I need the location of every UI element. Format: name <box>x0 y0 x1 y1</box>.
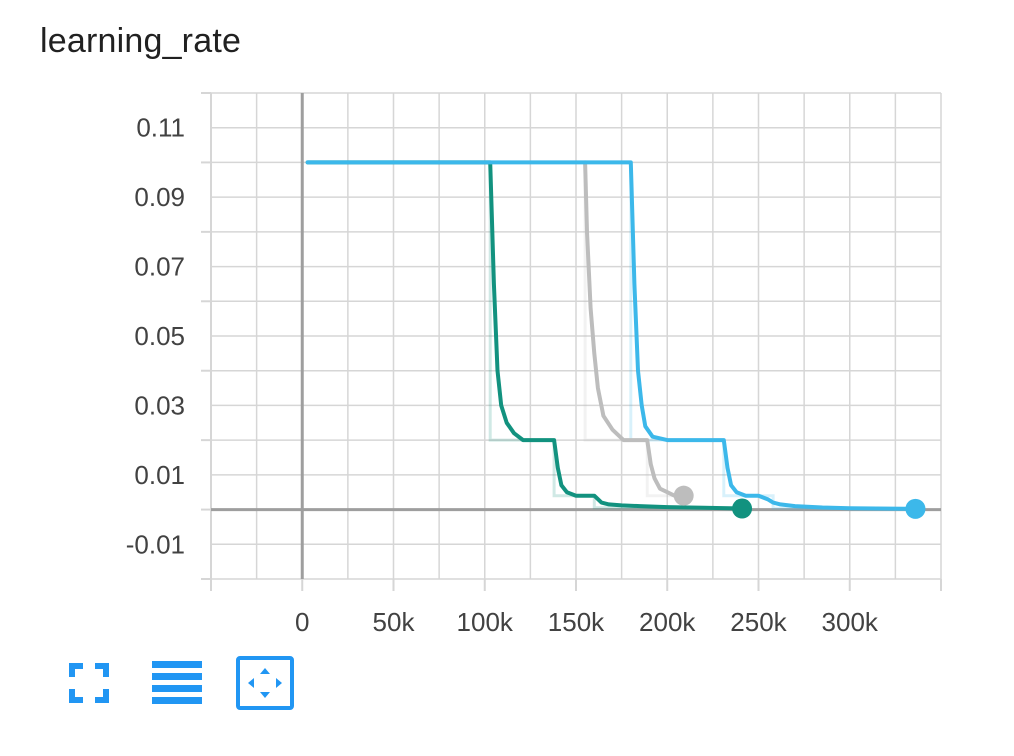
y-tick-label: 0.05 <box>134 321 185 351</box>
learning-rate-chart[interactable]: -0.01 0.01 0.03 0.05 0.07 0.09 0.11 0 50k 100k 150… <box>0 0 1014 640</box>
series-2-line <box>305 160 918 511</box>
x-tick-label: 150k <box>548 607 605 637</box>
y-tick-label: 0.11 <box>136 113 185 143</box>
x-tick-label: 0 <box>295 607 309 637</box>
fullscreen-icon <box>69 663 109 703</box>
x-tick-label: 100k <box>457 607 514 637</box>
series-0-raw-line <box>307 160 743 510</box>
y-tick-label: 0.01 <box>134 460 185 490</box>
fit-domain-button[interactable] <box>236 656 294 710</box>
x-tick-label: 300k <box>822 607 879 637</box>
series-2-end-marker <box>905 498 926 519</box>
y-tick-label: -0.01 <box>126 529 185 559</box>
x-tick-label: 250k <box>730 607 787 637</box>
series-0-line <box>305 160 745 511</box>
y-tick-label: 0.03 <box>134 390 185 420</box>
fit-domain-icon <box>248 668 282 698</box>
tick-label-layer: -0.01 0.01 0.03 0.05 0.07 0.09 0.11 0 50k 100k 150… <box>126 113 879 637</box>
series-0-end-marker <box>732 498 753 519</box>
lines-menu-icon <box>152 661 202 704</box>
x-tick-label: 200k <box>639 607 696 637</box>
series-layer <box>305 160 918 511</box>
series-1-end-marker <box>673 485 694 506</box>
x-tick-label: 50k <box>373 607 416 637</box>
y-tick-label: 0.07 <box>134 252 185 282</box>
chart-toolbar <box>60 656 294 710</box>
toggle-lines-button[interactable] <box>148 656 206 710</box>
marker-layer <box>673 485 926 519</box>
series-1-line <box>583 160 686 498</box>
y-tick-label: 0.09 <box>134 182 185 212</box>
chart-title: learning_rate <box>40 22 242 60</box>
fullscreen-button[interactable] <box>60 656 118 710</box>
axis-layer <box>201 92 942 591</box>
